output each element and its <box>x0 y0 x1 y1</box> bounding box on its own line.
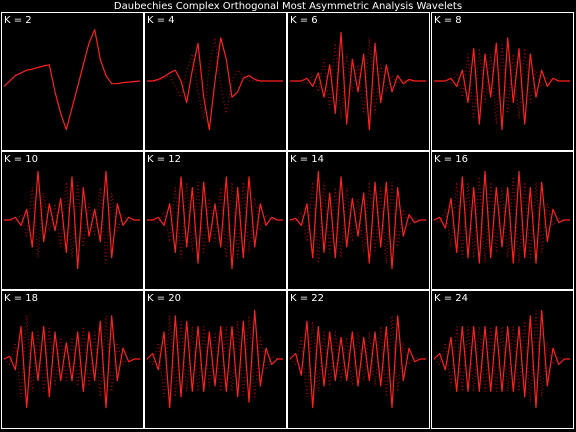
imaginary-part <box>433 309 570 403</box>
real-part <box>289 170 426 270</box>
panel-title: K = 2 <box>4 15 32 26</box>
imaginary-part <box>146 315 283 398</box>
real-part <box>147 37 283 131</box>
panel-title: K = 14 <box>290 154 324 165</box>
panel-title: K = 20 <box>147 293 181 304</box>
imaginary-part <box>434 42 570 125</box>
panel-title: K = 18 <box>4 293 38 304</box>
panel <box>431 290 574 429</box>
real-part <box>4 170 140 270</box>
real-part <box>3 29 141 131</box>
panel <box>431 151 574 290</box>
real-part <box>147 176 283 270</box>
real-part <box>3 315 140 409</box>
panel-title: K = 16 <box>434 154 468 165</box>
panel-title: K = 12 <box>147 154 181 165</box>
panel-title: K = 6 <box>290 15 318 26</box>
panel <box>144 290 287 429</box>
real-part <box>146 309 283 409</box>
real-part <box>289 315 426 409</box>
panel-title: K = 4 <box>147 15 175 26</box>
panel-title: K = 10 <box>4 154 38 165</box>
real-part <box>433 309 570 409</box>
panel <box>287 151 430 290</box>
real-part <box>290 31 426 131</box>
real-part <box>433 170 570 264</box>
imaginary-part <box>4 181 140 264</box>
panel <box>1 12 144 151</box>
panel-title: K = 22 <box>290 293 324 304</box>
panel-title: K = 24 <box>434 293 468 304</box>
panel <box>1 151 144 290</box>
figure-title: Daubechies Complex Orthogonal Most Asymm… <box>114 1 462 12</box>
panel <box>144 151 287 290</box>
panel <box>287 290 430 429</box>
panel-title: K = 8 <box>434 15 462 26</box>
imaginary-part <box>147 181 283 259</box>
panel <box>1 290 144 429</box>
real-part <box>434 37 570 131</box>
